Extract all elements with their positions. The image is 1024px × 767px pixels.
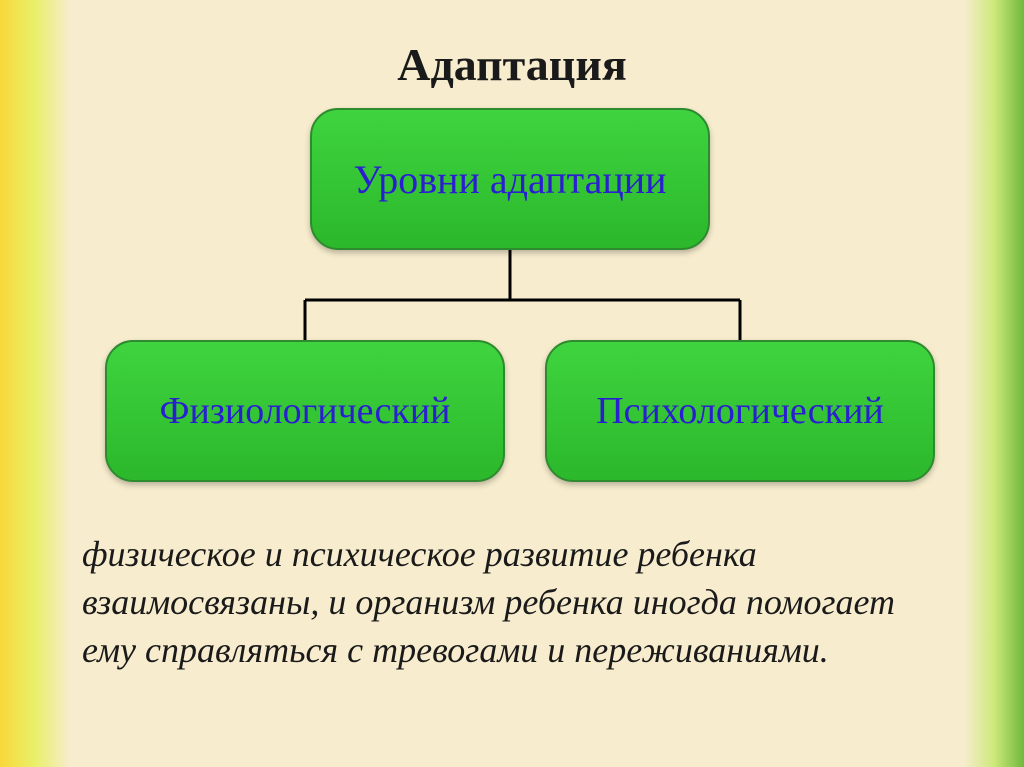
slide-frame: Адаптация Уровни адаптации Физиологическ…: [0, 0, 1024, 767]
slide-caption: физическое и психическое развитие ребенк…: [82, 530, 952, 674]
diagram-child-label-1: Психологический: [596, 389, 884, 433]
diagram-child-node-0: Физиологический: [105, 340, 505, 482]
slide-content: Адаптация Уровни адаптации Физиологическ…: [0, 0, 1024, 767]
diagram-root-node: Уровни адаптации: [310, 108, 710, 250]
diagram-child-node-1: Психологический: [545, 340, 935, 482]
diagram-root-label: Уровни адаптации: [353, 156, 666, 203]
diagram-child-label-0: Физиологический: [159, 389, 450, 433]
